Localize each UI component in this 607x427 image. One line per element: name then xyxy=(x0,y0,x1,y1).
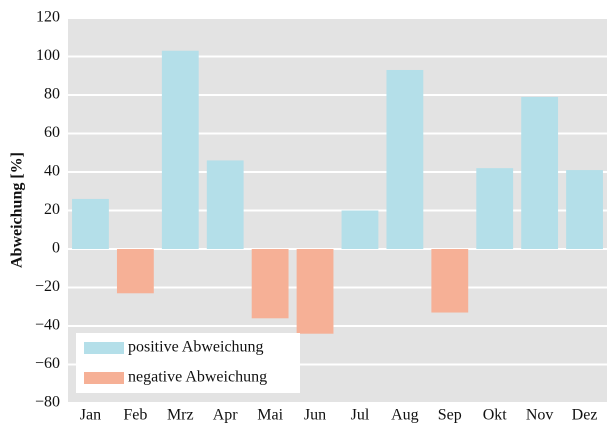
bar xyxy=(521,96,559,249)
y-tick-label: 80 xyxy=(44,86,60,103)
x-tick-label: Mrz xyxy=(167,407,194,424)
bar xyxy=(72,198,109,249)
bar xyxy=(386,69,424,249)
bar xyxy=(296,249,334,334)
y-tick-label: 20 xyxy=(44,201,60,218)
x-tick-label: Aug xyxy=(391,407,419,424)
bar xyxy=(116,249,154,294)
x-tick-label: Jun xyxy=(304,407,326,424)
y-tick-label: 40 xyxy=(44,163,60,180)
x-tick-label: Sep xyxy=(438,407,462,424)
legend-swatch xyxy=(84,372,124,384)
legend-label: positive Abweichung xyxy=(128,339,264,356)
y-tick-label: −80 xyxy=(35,394,60,411)
y-tick-label: −20 xyxy=(35,278,60,295)
x-tick-label: Dez xyxy=(572,407,598,424)
y-axis-label: Abweichung [%] xyxy=(9,152,26,268)
bar xyxy=(341,210,379,249)
bar xyxy=(566,170,603,249)
bar xyxy=(431,249,469,313)
y-tick-label: 0 xyxy=(52,240,60,257)
x-tick-label: Apr xyxy=(213,407,239,424)
bar xyxy=(206,160,244,249)
bar xyxy=(251,249,289,319)
y-tick-label: 100 xyxy=(36,47,60,64)
y-tick-label: −60 xyxy=(35,355,60,372)
x-tick-label: Jan xyxy=(80,407,101,424)
legend-label: negative Abweichung xyxy=(128,369,267,386)
y-tick-label: 60 xyxy=(44,124,60,141)
bar xyxy=(161,50,199,249)
y-tick-label: 120 xyxy=(36,9,60,26)
x-tick-label: Nov xyxy=(526,407,554,424)
y-tick-label: −40 xyxy=(35,317,60,334)
legend-swatch xyxy=(84,342,124,354)
bar xyxy=(476,168,514,249)
x-tick-label: Jul xyxy=(351,407,370,424)
x-tick-label: Mai xyxy=(257,407,283,424)
x-tick-label: Okt xyxy=(483,407,508,424)
x-tick-label: Feb xyxy=(123,407,147,424)
